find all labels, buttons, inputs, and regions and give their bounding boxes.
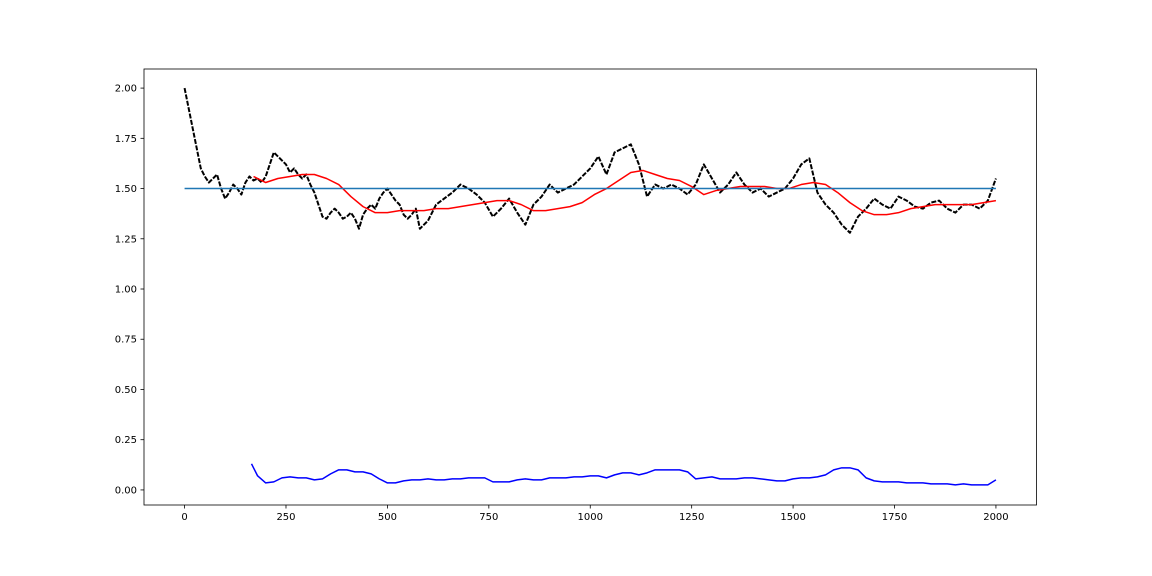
x-tick-label: 1750 [882,512,907,523]
series-line-1 [253,169,997,216]
series-layer [183,87,997,486]
y-tick-label: 0.50 [115,385,137,396]
x-tick-label: 1500 [780,512,805,523]
x-tick-label: 2000 [983,512,1008,523]
y-tick-label: 0.00 [115,485,137,496]
x-tick-label: 1000 [578,512,603,523]
x-tick-label: 0 [181,512,187,523]
x-tick-label: 1250 [679,512,704,523]
y-tick-label: 0.25 [115,435,137,446]
y-tick-label: 0.75 [115,335,137,346]
y-tick-label: 1.00 [115,285,137,296]
x-axis: 0 250 500 750 1000 1250 1500 1750 2000 [181,505,1009,523]
y-tick-label: 1.25 [115,234,137,245]
series-line-3 [250,463,997,486]
y-axis: 0.00 0.25 0.50 0.75 1.00 1.25 1.50 1.75 2.00 [115,84,144,496]
y-tick-label: 2.00 [115,84,137,95]
x-tick-label: 500 [378,512,397,523]
y-tick-label: 1.50 [115,184,137,195]
x-tick-label: 750 [479,512,498,523]
x-tick-label: 250 [276,512,295,523]
y-tick-label: 1.75 [115,134,137,145]
